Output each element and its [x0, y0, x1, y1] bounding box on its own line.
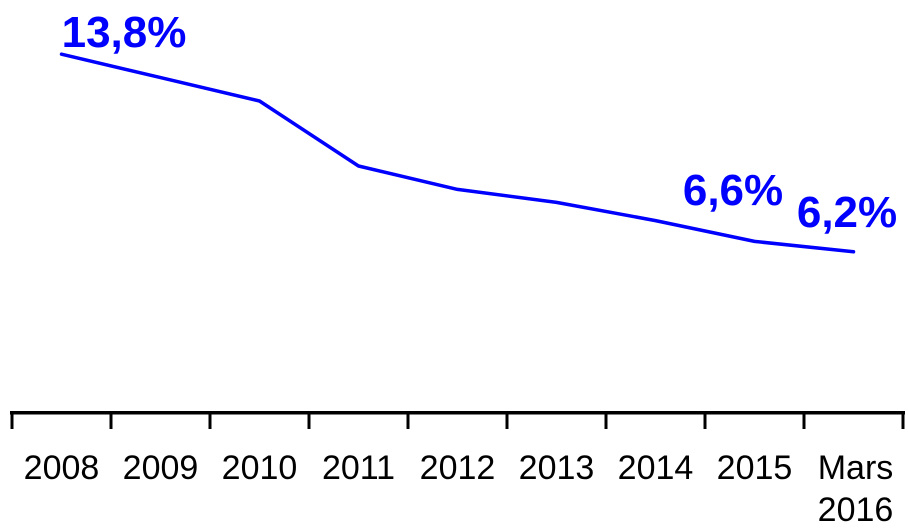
- x-axis-tick: [208, 411, 212, 429]
- x-axis-tick: [703, 411, 707, 429]
- x-axis-tick: [802, 411, 806, 429]
- x-tick-label: 2015: [717, 449, 793, 487]
- x-axis-line: [10, 411, 905, 415]
- x-tick-label: 2008: [24, 449, 100, 487]
- x-axis-tick: [406, 411, 410, 429]
- data-label: 6,6%: [683, 166, 783, 215]
- x-tick-label: 2009: [123, 449, 199, 487]
- data-label: 13,8%: [62, 8, 187, 57]
- x-tick-label: 2011: [322, 449, 395, 487]
- x-axis-tick: [505, 411, 509, 429]
- data-series-line: [59, 52, 856, 254]
- x-tick-label: Mars 2016: [818, 449, 894, 528]
- data-label: 6,2%: [797, 188, 897, 237]
- x-axis-tick: [604, 411, 608, 429]
- x-axis-tick: [307, 411, 311, 429]
- x-axis-tick: [109, 411, 113, 429]
- x-tick-label: 2013: [519, 449, 595, 487]
- x-axis-tick: [901, 411, 905, 429]
- x-tick-label: 2014: [618, 449, 694, 487]
- x-tick-label: 2010: [222, 449, 298, 487]
- x-axis-tick: [10, 411, 14, 429]
- x-tick-label: 2012: [420, 449, 496, 487]
